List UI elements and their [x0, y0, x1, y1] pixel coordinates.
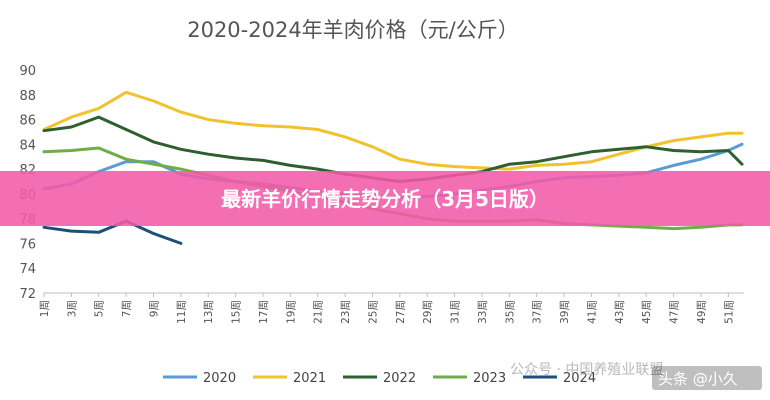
watermark-toutiao-bg: [652, 366, 762, 390]
y-tick-label: 86: [19, 114, 36, 129]
x-tick-label: 17周: [258, 300, 270, 324]
y-tick-label: 74: [19, 262, 36, 277]
x-tick-label: 5周: [94, 300, 106, 317]
series-line-2021: [42, 90, 744, 171]
y-tick-label: 90: [19, 64, 36, 79]
chart-title: 2020-2024年羊肉价格（元/公斤）: [187, 18, 519, 42]
legend-label-2023: 2023: [473, 371, 506, 386]
x-tick-label: 29周: [422, 300, 434, 324]
y-tick-label: 76: [19, 237, 36, 252]
x-tick-label: 51周: [723, 300, 735, 324]
x-tick-label: 41周: [586, 300, 598, 324]
x-tick-label: 21周: [313, 300, 325, 324]
x-tick-label: 43周: [614, 300, 626, 324]
x-tick-label: 47周: [669, 300, 681, 324]
x-tick-label: 11周: [176, 300, 188, 324]
legend-label-2024: 2024: [563, 371, 596, 386]
legend-label-2022: 2022: [383, 371, 416, 386]
x-tick-label: 45周: [641, 300, 653, 324]
x-tick-label: 39周: [559, 300, 571, 324]
watermark-toutiao: 头条 @小久: [658, 370, 738, 388]
y-tick-label: 88: [19, 89, 36, 104]
x-tick-label: 13周: [203, 300, 215, 324]
x-tick-label: 33周: [477, 300, 489, 324]
x-tick-label: 27周: [395, 300, 407, 324]
x-tick-label: 49周: [696, 300, 708, 324]
x-tick-label: 7周: [121, 300, 133, 317]
x-tick-label: 31周: [450, 300, 462, 324]
y-tick-label: 72: [19, 287, 36, 302]
x-tick-label: 3周: [66, 300, 78, 317]
x-tick-label: 23周: [340, 300, 352, 324]
x-tick-label: 35周: [504, 300, 516, 324]
x-tick-label: 19周: [285, 300, 297, 324]
legend-label-2020: 2020: [203, 371, 236, 386]
x-tick-label: 15周: [231, 300, 243, 324]
y-tick-label: 84: [19, 138, 36, 153]
x-tick-label: 9周: [148, 300, 160, 317]
legend: 2020 2021 2022 2023 2024: [163, 371, 596, 386]
x-tick-label: 25周: [367, 300, 379, 324]
x-axis: 1周 3周 5周 7周 9周 11周 13周 15周 17周 19周 21周 23周 25周 27周 29周…: [39, 293, 735, 324]
x-tick-label: 37周: [532, 300, 544, 324]
legend-label-2021: 2021: [293, 371, 326, 386]
headline-banner: [0, 171, 770, 226]
x-tick-label: 1周: [39, 300, 51, 317]
series-line-2024: [42, 219, 183, 245]
watermark-wechat: 公众号 · 中国养殖业联盟: [510, 361, 663, 378]
headline-banner-text: 最新羊价行情走势分析（3月5日版）: [221, 187, 549, 211]
